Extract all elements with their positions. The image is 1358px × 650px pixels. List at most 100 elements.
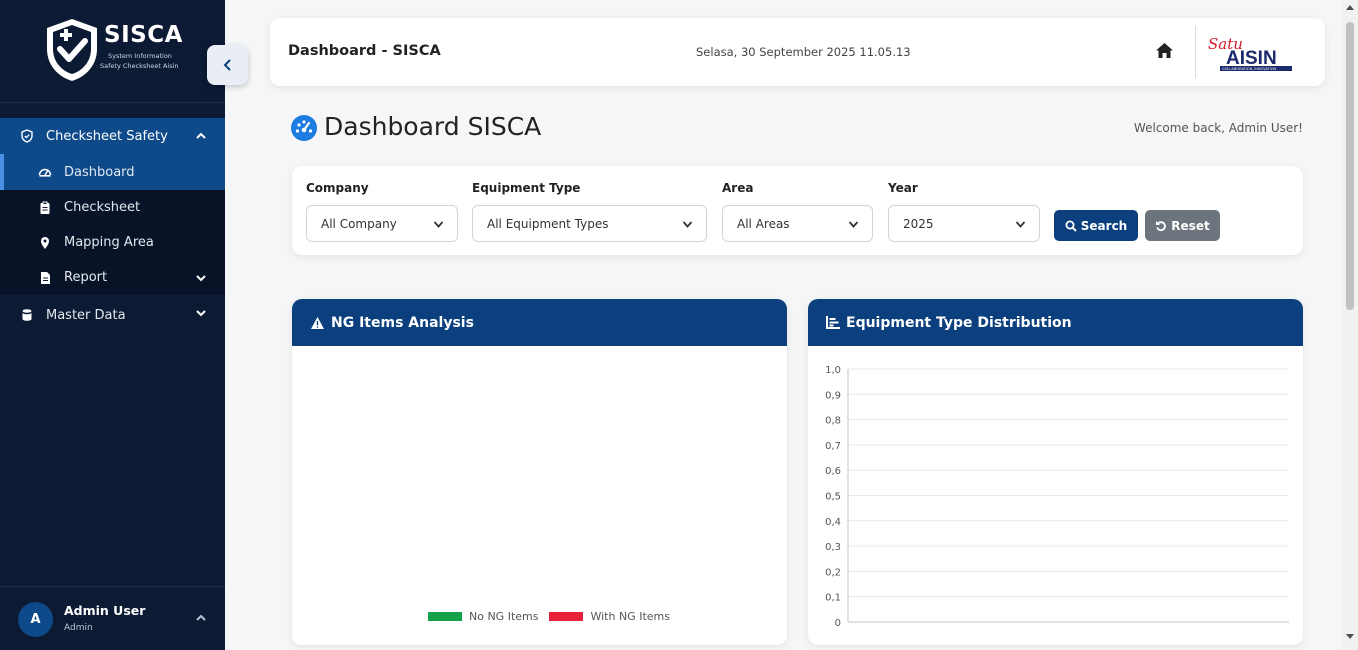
- legend-swatch-with-ng[interactable]: [549, 612, 584, 621]
- legend-label-with-ng[interactable]: With NG Items: [590, 610, 670, 623]
- user-profile[interactable]: A Admin User Admin: [0, 586, 225, 650]
- y-tick-label: 0,7: [825, 441, 841, 452]
- legend-swatch-no-ng[interactable]: [428, 612, 462, 621]
- year-select[interactable]: 2025: [888, 205, 1040, 242]
- scroll-up-arrow-icon[interactable]: [1346, 4, 1354, 10]
- legend-label-no-ng[interactable]: No NG Items: [469, 610, 539, 623]
- y-tick-label: 1,0: [825, 365, 841, 376]
- chevron-down-icon: [848, 221, 859, 228]
- sidebar-item-mapping-area[interactable]: Mapping Area: [0, 225, 225, 260]
- equipment-type-chart: 0 0,1 0,2 0,3 0,4 0,5 0,6 0,7 0,8 0,9 1,0: [825, 365, 1289, 629]
- chevron-left-icon: [223, 59, 231, 71]
- reset-button-label: Reset: [1171, 218, 1210, 233]
- sidebar: SISCA System Information Safety Checkshe…: [0, 0, 225, 650]
- logo-text: AISIN: [1226, 48, 1277, 69]
- clipboard-icon: [38, 201, 52, 215]
- page-scrollbar[interactable]: [1342, 0, 1358, 650]
- sidebar-toggle-button[interactable]: [207, 45, 248, 85]
- equipment-distribution-panel: Equipment Type Distribution 0 0,1 0,2 0,3 0,…: [808, 299, 1303, 645]
- chevron-down-icon: [196, 275, 206, 282]
- panel-title: Equipment Type Distribution: [846, 314, 1072, 331]
- panel-header: Equipment Type Distribution: [808, 299, 1303, 346]
- company-select[interactable]: All Company: [306, 205, 458, 242]
- y-tick-label: 0,5: [825, 492, 841, 503]
- y-tick-label: 0,6: [825, 466, 841, 477]
- equipment-type-label: Equipment Type: [472, 181, 581, 195]
- y-tick-label: 0,1: [825, 593, 841, 604]
- year-select-value: 2025: [903, 216, 934, 231]
- y-tick-label: 0,2: [825, 567, 841, 578]
- top-bar: Dashboard - SISCA Selasa, 30 September 2…: [270, 18, 1325, 86]
- user-role: Admin: [64, 623, 93, 633]
- topbar-title: Dashboard - SISCA: [288, 43, 441, 59]
- filter-panel: Company All Company Equipment Type All E…: [292, 166, 1303, 255]
- sidebar-group-label: Master Data: [46, 307, 126, 323]
- aisin-logo: Satu AISIN COLLABORATION, INNOVATION: [1208, 35, 1292, 71]
- equipment-type-select-value: All Equipment Types: [487, 216, 609, 231]
- year-label: Year: [888, 181, 918, 195]
- panel-title: NG Items Analysis: [331, 314, 474, 331]
- company-select-value: All Company: [321, 216, 397, 231]
- sidebar-item-label: Checksheet: [64, 200, 141, 215]
- search-icon: [1065, 220, 1077, 232]
- y-tick-label: 0,9: [825, 390, 841, 401]
- map-pin-icon: [38, 236, 52, 250]
- sidebar-group-checksheet-safety[interactable]: Checksheet Safety: [0, 118, 225, 154]
- warning-icon: [311, 316, 324, 329]
- avatar: A: [18, 602, 53, 637]
- logo-script: Satu: [1208, 35, 1243, 53]
- chevron-up-icon: [196, 614, 206, 621]
- sidebar-item-dashboard[interactable]: Dashboard: [0, 154, 225, 190]
- sidebar-nav: Checksheet Safety Dashboard Checksheet: [0, 118, 225, 335]
- brand-title: SISCA: [104, 22, 183, 48]
- y-tick-label: 0,8: [825, 416, 841, 427]
- search-button-label: Search: [1080, 218, 1128, 233]
- current-datetime: Selasa, 30 September 2025 11.05.13: [696, 45, 911, 59]
- file-icon: [38, 271, 52, 285]
- sidebar-item-report[interactable]: Report: [0, 260, 225, 295]
- page-title: Dashboard SISCA: [324, 112, 542, 141]
- bar-chart-icon: [826, 316, 840, 329]
- sidebar-group-label: Checksheet Safety: [46, 128, 168, 144]
- ng-items-panel: NG Items Analysis No NG Items With NG It…: [292, 299, 787, 645]
- chevron-down-icon: [682, 221, 693, 228]
- equipment-type-select[interactable]: All Equipment Types: [472, 205, 707, 242]
- area-select-value: All Areas: [737, 216, 790, 231]
- shield-check-logo-icon: [47, 19, 97, 81]
- chevron-up-icon: [196, 132, 206, 139]
- sidebar-item-label: Report: [64, 270, 108, 285]
- brand-subtitle: Safety Checksheet Aisin: [100, 62, 179, 70]
- database-icon: [20, 308, 34, 322]
- sidebar-group-master-data[interactable]: Master Data: [0, 295, 225, 335]
- sidebar-item-checksheet[interactable]: Checksheet: [0, 190, 225, 225]
- area-select[interactable]: All Areas: [722, 205, 873, 242]
- user-name: Admin User: [64, 603, 146, 618]
- shield-check-icon: [20, 129, 34, 143]
- dashboard-icon: [291, 115, 317, 141]
- reset-button[interactable]: Reset: [1145, 210, 1220, 241]
- chevron-down-icon: [433, 221, 444, 228]
- area-label: Area: [722, 181, 754, 195]
- undo-icon: [1156, 220, 1167, 231]
- search-button[interactable]: Search: [1054, 210, 1138, 241]
- company-label: Company: [306, 181, 369, 195]
- divider: [1195, 26, 1196, 78]
- brand-subtitle: System Information: [108, 52, 172, 60]
- scroll-down-arrow-icon[interactable]: [1346, 634, 1354, 640]
- y-tick-label: 0: [835, 618, 841, 629]
- home-icon[interactable]: [1155, 42, 1174, 59]
- sidebar-item-label: Dashboard: [64, 164, 135, 180]
- y-tick-label: 0,3: [825, 542, 841, 553]
- scrollbar-thumb[interactable]: [1346, 22, 1354, 310]
- gauge-icon: [38, 165, 52, 179]
- y-tick-label: 0,4: [825, 517, 841, 528]
- sidebar-submenu: Dashboard Checksheet Mapping Area Report: [0, 154, 225, 295]
- chevron-down-icon: [196, 310, 206, 317]
- sidebar-item-label: Mapping Area: [64, 235, 154, 250]
- panel-header: NG Items Analysis: [292, 299, 787, 346]
- welcome-message: Welcome back, Admin User!: [1133, 121, 1303, 135]
- logo-tagline: COLLABORATION, INNOVATION: [1222, 67, 1277, 71]
- brand: SISCA System Information Safety Checkshe…: [0, 0, 225, 103]
- chevron-down-icon: [1015, 221, 1026, 228]
- chart-legend: No NG Items With NG Items: [428, 610, 670, 623]
